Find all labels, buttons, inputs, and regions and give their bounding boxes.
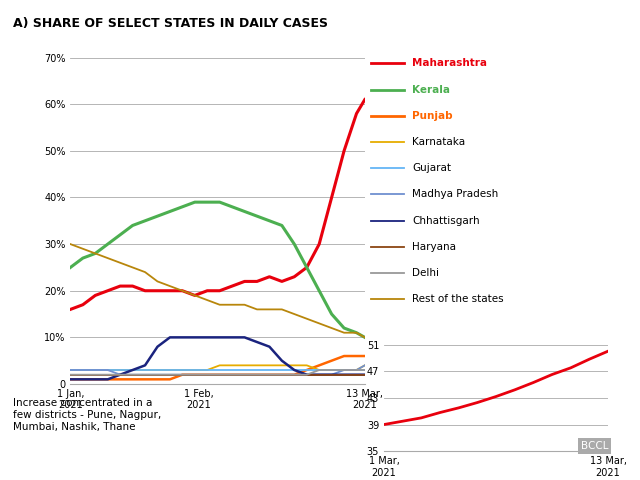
Text: Kerala: Kerala — [412, 84, 450, 95]
Text: Haryana: Haryana — [412, 242, 456, 252]
Text: Karnataka: Karnataka — [412, 137, 465, 147]
Text: Maharashtra: Maharashtra — [412, 59, 487, 68]
Text: Rest of the states: Rest of the states — [412, 294, 504, 304]
Text: Madhya Pradesh: Madhya Pradesh — [412, 190, 499, 199]
Text: B) SHARE OF 13
MAHA DISTRICTS*
IN INDIA'S DAILY
CASES (%): B) SHARE OF 13 MAHA DISTRICTS* IN INDIA'… — [412, 334, 518, 379]
Text: Gujarat: Gujarat — [412, 163, 451, 173]
Text: Chhattisgarh: Chhattisgarh — [412, 216, 480, 226]
Text: Increase concentrated in a
few districts - Pune, Nagpur,
Mumbai, Nashik, Thane: Increase concentrated in a few districts… — [13, 398, 161, 432]
Text: A) SHARE OF SELECT STATES IN DAILY CASES: A) SHARE OF SELECT STATES IN DAILY CASES — [13, 17, 328, 30]
Text: Delhi: Delhi — [412, 268, 439, 278]
Text: Punjab: Punjab — [412, 111, 452, 121]
Text: BCCL: BCCL — [580, 441, 608, 451]
